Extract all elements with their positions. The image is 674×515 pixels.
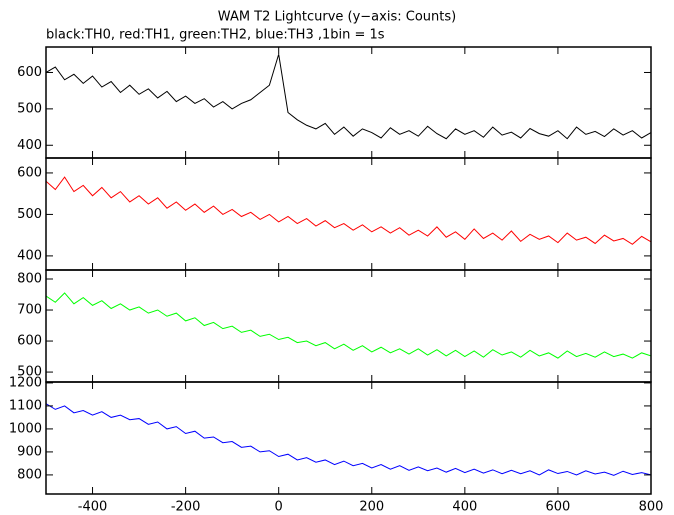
y-tick-label: 1100 <box>9 398 42 413</box>
y-tick-label: 800 <box>17 467 42 482</box>
y-tick-label: 800 <box>17 271 42 286</box>
x-tick-label: -400 <box>78 500 108 515</box>
y-tick-label: 400 <box>17 138 42 153</box>
x-tick-label: 400 <box>452 500 477 515</box>
panel-frame <box>45 381 652 495</box>
y-tick-label: 500 <box>17 365 42 380</box>
series-line <box>46 292 651 359</box>
chart-subtitle: black:TH0, red:TH1, green:TH2, blue:TH3 … <box>46 28 385 43</box>
y-tick-label: 600 <box>17 65 42 80</box>
y-tick-label: 500 <box>17 207 42 222</box>
y-tick-label: 900 <box>17 444 42 459</box>
x-tick-label: 800 <box>639 500 664 515</box>
y-tick-label: 400 <box>17 248 42 263</box>
y-tick-label: 1200 <box>9 375 42 390</box>
series-line <box>46 176 651 245</box>
x-tick-label: 0 <box>275 500 283 515</box>
y-tick-label: 700 <box>17 303 42 318</box>
x-tick-label: 600 <box>546 500 571 515</box>
y-tick-label: 600 <box>17 334 42 349</box>
y-tick-label: 1000 <box>9 421 42 436</box>
y-tick-label: 600 <box>17 165 42 180</box>
x-tick-label: -200 <box>171 500 201 515</box>
series-line <box>46 54 651 140</box>
series-line <box>46 403 651 476</box>
y-tick-label: 500 <box>17 101 42 116</box>
chart-title: WAM T2 Lightcurve (y−axis: Counts) <box>218 10 456 25</box>
x-tick-label: 200 <box>359 500 384 515</box>
